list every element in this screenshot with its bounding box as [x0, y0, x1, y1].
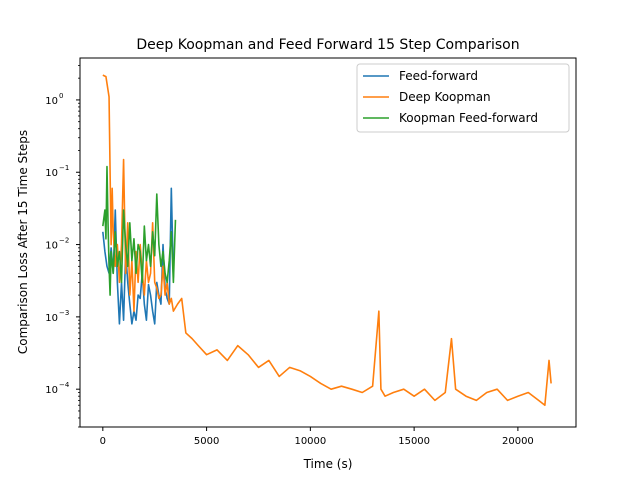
- series-line-2: [102, 165, 177, 296]
- y-tick-label: 10: [45, 241, 58, 252]
- y-tick-exponent: 0: [59, 92, 63, 100]
- x-tick-label: 0: [100, 436, 106, 447]
- y-tick-label: 10: [45, 385, 58, 396]
- x-tick-label: 20000: [502, 436, 534, 447]
- x-tick-label: 5000: [194, 436, 219, 447]
- series-layer: [102, 74, 552, 407]
- x-tick-label: 10000: [294, 436, 326, 447]
- y-tick-exponent: −2: [59, 237, 69, 245]
- x-tick-label: 15000: [398, 436, 430, 447]
- y-tick-label: 10: [45, 168, 58, 179]
- x-axis: 0 5000 10000 15000 20000: [100, 427, 534, 447]
- y-tick-exponent: −3: [59, 309, 69, 317]
- legend-box: [356, 63, 570, 133]
- legend-entry-0: Feed-forward: [399, 69, 478, 83]
- x-axis-label: Time (s): [303, 457, 353, 471]
- plot-frame: [79, 57, 577, 428]
- legend: Feed-forward Deep Koopman Koopman Feed-for…: [356, 63, 570, 133]
- chart-title: Deep Koopman and Feed Forward 15 Step Co…: [136, 37, 519, 53]
- legend-entry-2: Koopman Feed-forward: [399, 111, 538, 125]
- series-line-1: [102, 74, 552, 407]
- y-axis-label: Comparison Loss After 15 Time Steps: [16, 130, 30, 354]
- y-tick-exponent: −1: [59, 164, 69, 172]
- y-tick-exponent: −4: [59, 381, 70, 389]
- y-tick-label: 10: [45, 96, 58, 107]
- legend-entry-1: Deep Koopman: [399, 90, 491, 104]
- y-tick-label: 10: [45, 313, 58, 324]
